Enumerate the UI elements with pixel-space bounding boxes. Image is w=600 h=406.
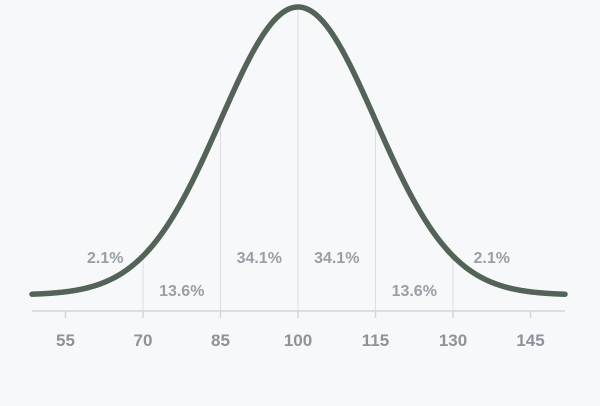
percentage-label-2: 13.6% xyxy=(159,283,204,300)
tick-label-145: 145 xyxy=(516,331,544,350)
sd-dividers xyxy=(142,7,454,311)
percentage-labels: 2.1% 13.6% 34.1% 34.1% 13.6% 2.1% xyxy=(87,250,510,300)
tick-label-55: 55 xyxy=(56,331,75,350)
percentage-label-4: 34.1% xyxy=(314,250,359,267)
percentage-label-5: 13.6% xyxy=(392,283,437,300)
tick-label-85: 85 xyxy=(211,331,230,350)
tick-label-115: 115 xyxy=(362,331,389,350)
percentage-label-3: 34.1% xyxy=(237,250,282,267)
normal-curve xyxy=(29,4,568,297)
tick-label-130: 130 xyxy=(439,331,467,350)
x-axis-ticks: 55 70 85 100 115 130 145 xyxy=(56,311,545,350)
percentage-label-1: 2.1% xyxy=(87,250,123,267)
percentage-label-6: 2.1% xyxy=(474,250,510,267)
tick-label-70: 70 xyxy=(134,331,153,350)
tick-label-100: 100 xyxy=(284,331,312,350)
